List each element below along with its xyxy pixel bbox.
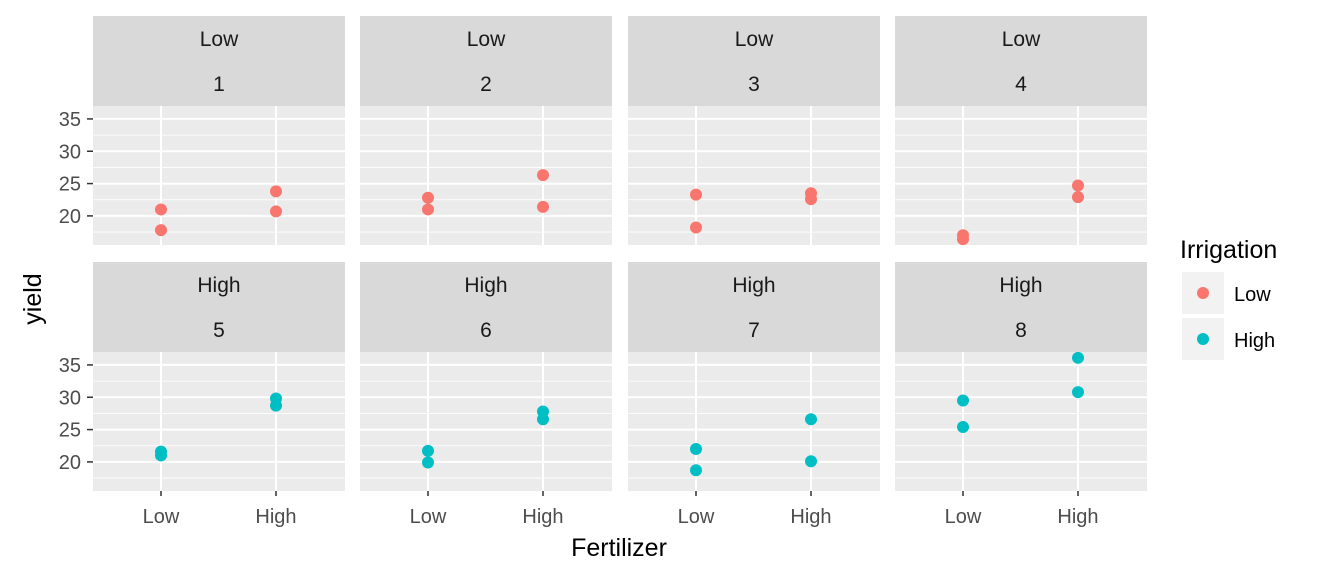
facet-strip-label: High [464, 274, 507, 297]
x-tick-label: Low [143, 506, 180, 528]
facet-strip-label: 3 [748, 73, 760, 96]
panel-background [360, 106, 612, 245]
data-point [537, 169, 549, 182]
data-point [537, 200, 549, 213]
data-point [270, 205, 282, 218]
y-axis-title: yield [19, 273, 47, 324]
data-point [957, 233, 969, 246]
y-axes: 20 25 30 35 20 25 30 35 [59, 109, 93, 474]
x-tick-label: High [522, 506, 563, 528]
x-tick-label: High [790, 506, 831, 528]
y-tick-label: 35 [59, 109, 81, 131]
facet-strip [93, 16, 345, 106]
facet-panel: High 5 [93, 262, 345, 491]
legend-title: Irrigation [1180, 236, 1277, 264]
panel-background [895, 106, 1147, 245]
data-point [1072, 351, 1084, 364]
facet-strip-label: 6 [480, 319, 492, 342]
facet-strip [360, 16, 612, 106]
data-point [155, 203, 167, 216]
facet-strip-label: Low [467, 28, 506, 51]
facet-strip-label: Low [735, 28, 774, 51]
facet-panel: High 8 [895, 262, 1147, 491]
data-point [270, 399, 282, 412]
facet-strip [895, 16, 1147, 106]
y-tick-label: 25 [59, 174, 81, 196]
y-tick-label: 35 [59, 355, 81, 377]
data-point [155, 224, 167, 237]
legend-label-high: High [1234, 330, 1275, 352]
legend-label-low: Low [1234, 284, 1271, 306]
facet-panel: High 7 [628, 262, 880, 491]
x-axis: Low High Low High Low High Low High [143, 491, 1099, 528]
facet-panel: Low 1 [93, 16, 345, 245]
panel-background [628, 106, 880, 245]
data-point [690, 464, 702, 477]
data-point [422, 456, 434, 469]
y-tick-label: 20 [59, 452, 81, 474]
facet-strip-label: 4 [1015, 73, 1027, 96]
facet-strip-label: High [732, 274, 775, 297]
facet-strip-label: Low [200, 28, 239, 51]
y-tick-label: 20 [59, 206, 81, 228]
data-point [805, 455, 817, 468]
facet-panel: Low 3 [628, 16, 880, 245]
data-point [957, 420, 969, 433]
facet-strip-label: 2 [480, 73, 492, 96]
x-axis-title: Fertilizer [571, 534, 667, 562]
data-point [270, 185, 282, 198]
facet-strip-label: High [999, 274, 1042, 297]
data-point [805, 193, 817, 206]
data-point [1072, 191, 1084, 204]
y-tick-label: 25 [59, 420, 81, 442]
y-tick-label: 30 [59, 387, 81, 409]
facet-panel: Low 4 [895, 16, 1147, 246]
facet-strip-label: 7 [748, 319, 760, 342]
facet-strip-label: 8 [1015, 319, 1027, 342]
data-point [1072, 386, 1084, 399]
x-tick-label: Low [678, 506, 715, 528]
panel-background [93, 106, 345, 245]
data-point [690, 188, 702, 201]
legend: Irrigation Low High [1180, 236, 1277, 360]
data-point [690, 221, 702, 234]
data-point [537, 413, 549, 426]
data-point [422, 191, 434, 204]
facet-strip [360, 262, 612, 352]
x-tick-label: Low [945, 506, 982, 528]
legend-key-low [1197, 287, 1209, 299]
x-tick-label: High [1057, 506, 1098, 528]
x-tick-label: Low [410, 506, 447, 528]
facet-strip-label: 1 [213, 73, 225, 96]
facet-panels: Low 1 Low 2 Low 3 Low 4 High 5 High 6 High 7 High 8 [93, 16, 1147, 491]
data-point [805, 413, 817, 426]
facet-panel: High 6 [360, 262, 612, 491]
panel-background [93, 352, 345, 491]
data-point [155, 449, 167, 462]
data-point [422, 444, 434, 457]
facet-strip [628, 262, 880, 352]
panel-background [895, 352, 1147, 491]
data-point [957, 394, 969, 407]
panel-background [628, 352, 880, 491]
x-tick-label: High [255, 506, 296, 528]
legend-key-high [1197, 333, 1209, 345]
facet-strip [628, 16, 880, 106]
facet-strip-label: High [197, 274, 240, 297]
facet-panel: Low 2 [360, 16, 612, 245]
y-tick-label: 30 [59, 141, 81, 163]
data-point [1072, 179, 1084, 192]
facet-strip-label: 5 [213, 319, 225, 342]
data-point [690, 442, 702, 455]
data-point [422, 203, 434, 216]
panel-background [360, 352, 612, 491]
facet-strip [93, 262, 345, 352]
facet-strip [895, 262, 1147, 352]
facet-strip-label: Low [1002, 28, 1041, 51]
